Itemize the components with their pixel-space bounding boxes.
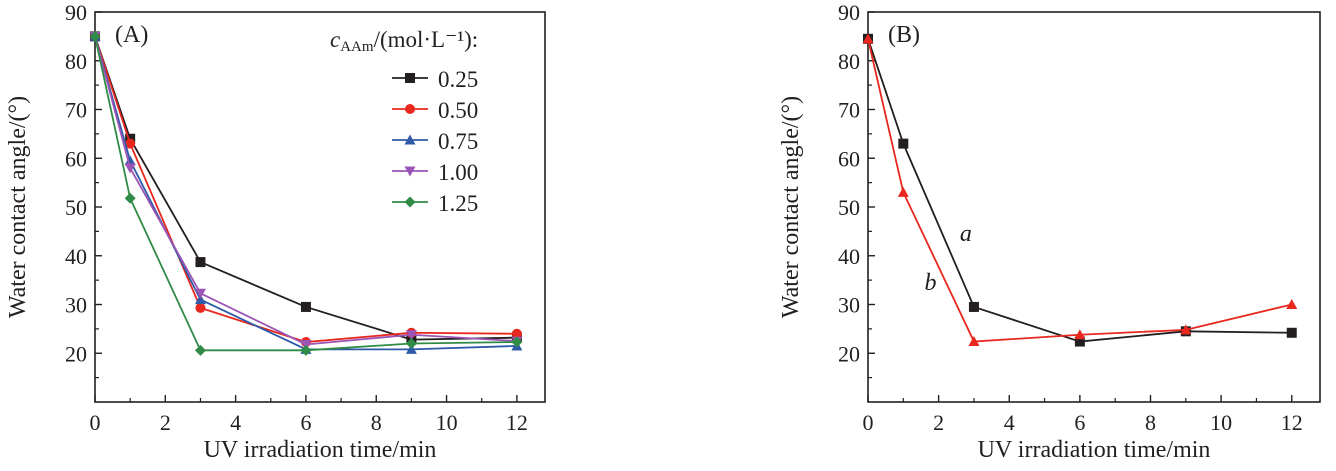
- panel-b: 0 2 4 6 8 10 12 20 30 40 50 60 70 80 90 UV irradiation …: [778, 0, 1321, 463]
- legend-swatch-marker: [404, 166, 416, 177]
- legend-item: 1.25: [392, 191, 478, 216]
- data-point: [1286, 327, 1297, 338]
- x-tick-label: 2: [933, 410, 944, 435]
- series-1.25: [89, 30, 523, 356]
- curve-label-b: b: [925, 270, 937, 296]
- y-tick-label: 70: [838, 98, 860, 123]
- y-tick-label: 30: [65, 293, 87, 318]
- legend-item: 0.25: [392, 67, 478, 92]
- series-line: [867, 38, 1292, 343]
- legend-label: 1.00: [438, 160, 478, 185]
- data-point: [511, 328, 522, 339]
- y-axis-label: Water contact angle/(°): [5, 96, 31, 318]
- x-tick-label: 8: [1145, 410, 1156, 435]
- data-point: [405, 338, 417, 349]
- series-b: [862, 33, 1298, 347]
- curve-label-a: a: [960, 221, 972, 247]
- series-line: [94, 36, 517, 351]
- series-line: [94, 36, 517, 346]
- x-tick-label: 12: [1281, 410, 1303, 435]
- y-tick-label: 80: [65, 49, 87, 74]
- data-point: [124, 192, 136, 204]
- x-tick-label: 10: [436, 410, 458, 435]
- x-tick-label: 12: [506, 410, 528, 435]
- data-point: [89, 30, 101, 42]
- legend-label: 0.25: [438, 67, 478, 92]
- data-point: [124, 163, 136, 174]
- legend-title: cAAm/(mol·L⁻¹):: [330, 27, 478, 55]
- y-tick-label: 50: [65, 195, 87, 220]
- legend-title-unit: /(mol·L⁻¹):: [374, 27, 479, 52]
- data-point: [1180, 324, 1192, 335]
- data-point: [124, 155, 136, 166]
- legend-item: 1.00: [392, 160, 478, 185]
- legend-swatch-marker: [404, 134, 416, 145]
- x-tick-label: 10: [1210, 410, 1232, 435]
- data-point: [968, 301, 979, 312]
- data-point: [194, 288, 206, 299]
- data-point: [862, 33, 874, 44]
- legend-title-symbol: c: [330, 27, 340, 52]
- y-tick-label: 40: [838, 244, 860, 269]
- panel-label: (B): [888, 22, 920, 48]
- x-tick-label: 8: [371, 410, 382, 435]
- legend-item: 0.75: [392, 129, 478, 154]
- series-line: [94, 36, 517, 341]
- plot-frame: [867, 11, 1321, 403]
- data-point: [194, 294, 206, 305]
- series-a: [863, 33, 1297, 347]
- series-line: [94, 36, 517, 352]
- panel-a: 0 2 4 6 8 10 12 20 30 40 50 60 70 80 90 UV irradiation …: [5, 0, 546, 463]
- y-tick-label: 80: [838, 49, 860, 74]
- x-tick-label: 2: [160, 410, 171, 435]
- legend-title-subscript: AAm: [340, 39, 374, 55]
- data-point: [1074, 329, 1086, 340]
- legend-label: 0.50: [438, 98, 478, 123]
- y-tick-label: 20: [838, 341, 860, 366]
- y-tick-label: 70: [65, 98, 87, 123]
- x-tick-label: 6: [1074, 410, 1085, 435]
- x-tick-label: 4: [1004, 410, 1015, 435]
- data-point: [968, 336, 980, 347]
- series-line: [867, 38, 1292, 343]
- data-point: [405, 330, 417, 341]
- data-point: [125, 138, 136, 149]
- data-point: [1074, 336, 1085, 347]
- data-point: [300, 301, 311, 312]
- x-tick-label: 6: [300, 410, 311, 435]
- legend-label: 1.25: [438, 191, 478, 216]
- y-tick-label: 40: [65, 244, 87, 269]
- panel-label: (A): [115, 22, 148, 48]
- x-tick-label: 4: [230, 410, 241, 435]
- data-point: [898, 138, 909, 149]
- x-tick-label: 0: [90, 410, 101, 435]
- legend-swatch-marker: [405, 104, 415, 114]
- y-tick-label: 50: [838, 195, 860, 220]
- data-point: [194, 344, 206, 356]
- data-point: [195, 257, 206, 268]
- data-point: [195, 302, 206, 313]
- y-tick-label: 20: [65, 341, 87, 366]
- y-tick-label: 90: [838, 0, 860, 25]
- y-tick-label: 60: [65, 146, 87, 171]
- data-point: [300, 344, 312, 356]
- x-axis-label: UV irradiation time/min: [978, 437, 1211, 463]
- x-tick-label: 0: [863, 410, 874, 435]
- legend-label: 0.75: [438, 129, 478, 154]
- y-tick-label: 30: [838, 293, 860, 318]
- data-point: [511, 336, 523, 348]
- legend-swatch-marker: [405, 73, 415, 83]
- legend-item: 0.50: [392, 98, 478, 123]
- data-point: [1286, 299, 1298, 309]
- y-tick-label: 90: [65, 0, 87, 25]
- data-point: [897, 186, 909, 197]
- y-axis-label: Water contact angle/(°): [778, 96, 804, 318]
- x-axis-label: UV irradiation time/min: [204, 437, 437, 463]
- y-tick-label: 60: [838, 146, 860, 171]
- legend-swatch-marker: [404, 196, 416, 208]
